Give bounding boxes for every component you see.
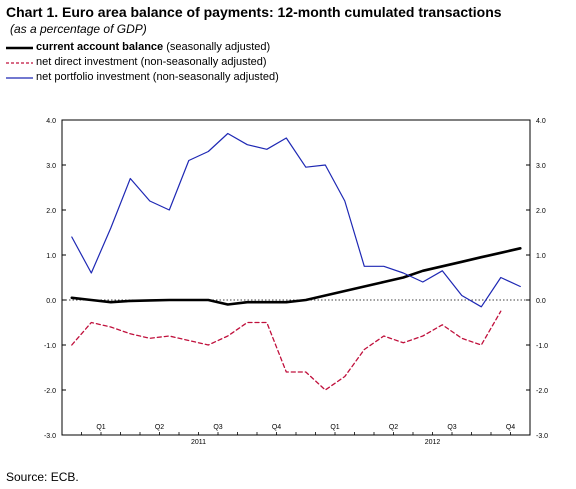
y-tick-label-right: -3.0	[536, 433, 548, 440]
x-year-label: 2012	[425, 439, 441, 446]
y-tick-label-right: -2.0	[536, 388, 548, 395]
series-line-portfolio	[71, 132, 521, 308]
x-year-label: 2011	[191, 439, 206, 446]
legend-swatch-portfolio	[6, 76, 33, 79]
y-tick-label-left: 0.0	[46, 298, 56, 305]
y-tick-label-right: 3.0	[536, 163, 546, 170]
legend-label-current-account: current account balance	[36, 41, 164, 53]
y-tick-label-right: 4.0	[536, 118, 546, 125]
legend-note-current-account: (seasonally adjusted)	[166, 41, 271, 53]
x-quarter-label: Q4	[506, 424, 515, 431]
legend-label-portfolio: net portfolio investment	[36, 71, 150, 83]
x-quarter-label: Q2	[155, 424, 164, 431]
chart-title: Chart 1. Euro area balance of payments: …	[6, 4, 502, 20]
y-tick-label-right: 0.0	[536, 298, 546, 305]
y-tick-label-right: 1.0	[536, 253, 546, 260]
x-quarter-label: Q3	[213, 424, 222, 431]
series-line-direct-investment	[71, 310, 502, 391]
y-tick-label-left: 1.0	[46, 253, 56, 260]
line-chart: 4.0 4.0 3.0 3.0 2.0 2.0 1.0 1.0 0.0 0.0 -1.0 -1.0 -2…	[44, 118, 548, 446]
y-tick-label-left: -2.0	[44, 388, 56, 395]
legend-note-portfolio: (non-seasonally adjusted)	[152, 71, 279, 83]
x-quarter-label: Q3	[447, 424, 456, 431]
y-tick-label-left: 2.0	[46, 208, 56, 215]
y-tick-label-left: 3.0	[46, 163, 56, 170]
y-tick-label-left: -1.0	[44, 343, 56, 350]
chart-subtitle: (as a percentage of GDP)	[10, 22, 147, 36]
y-tick-label-right: -1.0	[536, 343, 548, 350]
y-tick-label-left: 4.0	[46, 118, 56, 125]
legend-swatch-current-account	[6, 46, 33, 49]
legend-item-current-account: current account balance (seasonally adju…	[6, 40, 279, 55]
legend-swatch-direct-investment	[6, 61, 33, 64]
legend-note-direct-investment: (non-seasonally adjusted)	[140, 56, 267, 68]
y-tick-label-right: 2.0	[536, 208, 546, 215]
source-note: Source: ECB.	[6, 470, 79, 484]
plot-frame	[61, 119, 531, 436]
x-quarter-label: Q1	[96, 424, 105, 431]
series-line-current-account	[70, 247, 522, 306]
x-quarter-label: Q4	[272, 424, 281, 431]
legend-label-direct-investment: net direct investment	[36, 56, 138, 68]
x-quarter-label: Q2	[389, 424, 398, 431]
x-quarter-label: Q1	[330, 424, 339, 431]
y-tick-label-left: -3.0	[44, 433, 56, 440]
legend-item-portfolio: net portfolio investment (non-seasonally…	[6, 70, 279, 85]
legend: current account balance (seasonally adju…	[6, 40, 279, 85]
legend-item-direct-investment: net direct investment (non-seasonally ad…	[6, 55, 279, 70]
